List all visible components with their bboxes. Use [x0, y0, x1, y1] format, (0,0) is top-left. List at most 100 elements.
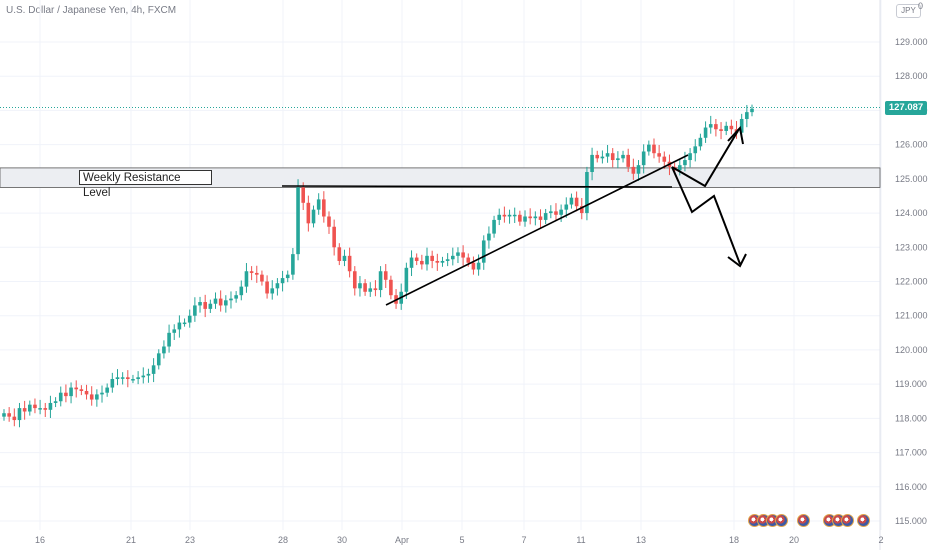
candle-body [347, 255, 352, 272]
candle-body [141, 375, 146, 378]
candle-body [285, 274, 290, 279]
candle-body [389, 279, 393, 296]
candle-body [708, 124, 713, 128]
candle-body [301, 187, 305, 203]
x-tick-label: 28 [278, 535, 288, 545]
candle-body [569, 197, 574, 205]
y-tick-partial: 0 [918, 1, 924, 11]
candle-body [224, 300, 228, 306]
x-tick-label: 30 [337, 535, 347, 545]
candle-body [745, 112, 749, 119]
candle-body [647, 144, 651, 152]
y-tick-label: 118.000 [895, 413, 927, 423]
candle-body [89, 394, 94, 400]
y-tick-label: 115.000 [895, 516, 927, 526]
last-price-tag: 127.087 [885, 101, 927, 115]
candle-body [683, 160, 687, 166]
candle-body [126, 377, 130, 380]
candle-body [270, 288, 275, 294]
candle-body [471, 262, 476, 270]
trend-line [385, 154, 689, 306]
flag-icon-us[interactable] [857, 514, 870, 527]
candle-body [523, 216, 527, 222]
candle-body [440, 260, 445, 263]
resistance-label[interactable]: Weekly Resistance Level [79, 170, 212, 199]
candle-body [652, 144, 656, 154]
candle-body [58, 392, 63, 402]
trend-drawings [281, 125, 747, 306]
candle-body [641, 151, 646, 166]
arrow-head-down [727, 253, 747, 268]
y-tick-label: 122.000 [895, 276, 928, 286]
events-group-4[interactable] [857, 514, 870, 527]
y-tick-label: 129.000 [895, 37, 928, 47]
x-tick-label: 2 [878, 535, 883, 545]
x-tick-label: 21 [126, 535, 136, 545]
chart-title: U.S. Dollar / Japanese Yen, 4h, FXCM [6, 5, 177, 16]
y-tick-label: 121.000 [895, 311, 928, 321]
candle-body [352, 271, 357, 289]
candle-body [585, 172, 589, 214]
grid [0, 0, 882, 550]
candle-body [311, 209, 316, 224]
candle-body [476, 262, 481, 270]
y-tick-label: 123.000 [895, 242, 928, 252]
candle-body [280, 278, 285, 284]
candle-body [27, 404, 32, 412]
x-tick-label: 5 [459, 535, 464, 545]
candle-body [322, 199, 326, 217]
candle-body [487, 233, 491, 241]
candle-body [48, 402, 53, 410]
candle-body [626, 154, 630, 167]
candle-body [420, 260, 424, 265]
candle-body [574, 197, 579, 207]
candle-body [559, 209, 563, 215]
y-tick-label: 126.000 [895, 140, 928, 150]
currency-badge[interactable]: JPY [896, 4, 921, 18]
events-group-3[interactable] [823, 514, 854, 527]
x-axis: 16 21 23 28 30 Apr 5 7 11 13 18 20 2 [35, 535, 884, 545]
candle-body [414, 257, 419, 261]
candle-body [110, 379, 115, 388]
candle-body [579, 206, 584, 214]
candle-body [136, 377, 140, 380]
candle-body [528, 216, 532, 219]
y-tick-label: 120.000 [895, 345, 928, 355]
candle-body [543, 213, 548, 220]
candle-body [724, 125, 729, 131]
candle-body [260, 274, 264, 282]
events-group-1[interactable] [748, 514, 788, 527]
candle-body [595, 154, 600, 159]
flag-icon-us[interactable] [797, 514, 810, 527]
resistance-zone [0, 167, 881, 188]
candle-body [17, 408, 22, 421]
candle-body [688, 153, 692, 161]
candle-body [445, 259, 450, 261]
flag-icon-us[interactable] [775, 514, 788, 527]
events-group-2[interactable] [797, 514, 810, 527]
x-tick-label: 23 [185, 535, 195, 545]
candle-body [435, 260, 440, 263]
candle-body [631, 166, 636, 174]
candle-body [193, 305, 197, 316]
candle-body [605, 153, 610, 157]
candle-body [249, 271, 254, 273]
candle-body [213, 298, 218, 304]
candle-body [610, 153, 615, 161]
x-tick-label: 16 [35, 535, 45, 545]
candle-body [38, 408, 42, 410]
candle-body [703, 127, 708, 138]
x-tick-label: 18 [729, 535, 739, 545]
candle-body [120, 377, 125, 379]
candle-body [84, 390, 89, 395]
candle-body [69, 387, 73, 397]
candle-body [698, 137, 703, 147]
candle-body [275, 283, 280, 289]
y-tick-label: 125.000 [895, 174, 928, 184]
candle-body [239, 286, 244, 296]
candle-body [332, 226, 336, 248]
flag-icon-us[interactable] [841, 514, 854, 527]
candle-body [105, 387, 109, 393]
candle-body [358, 283, 362, 289]
